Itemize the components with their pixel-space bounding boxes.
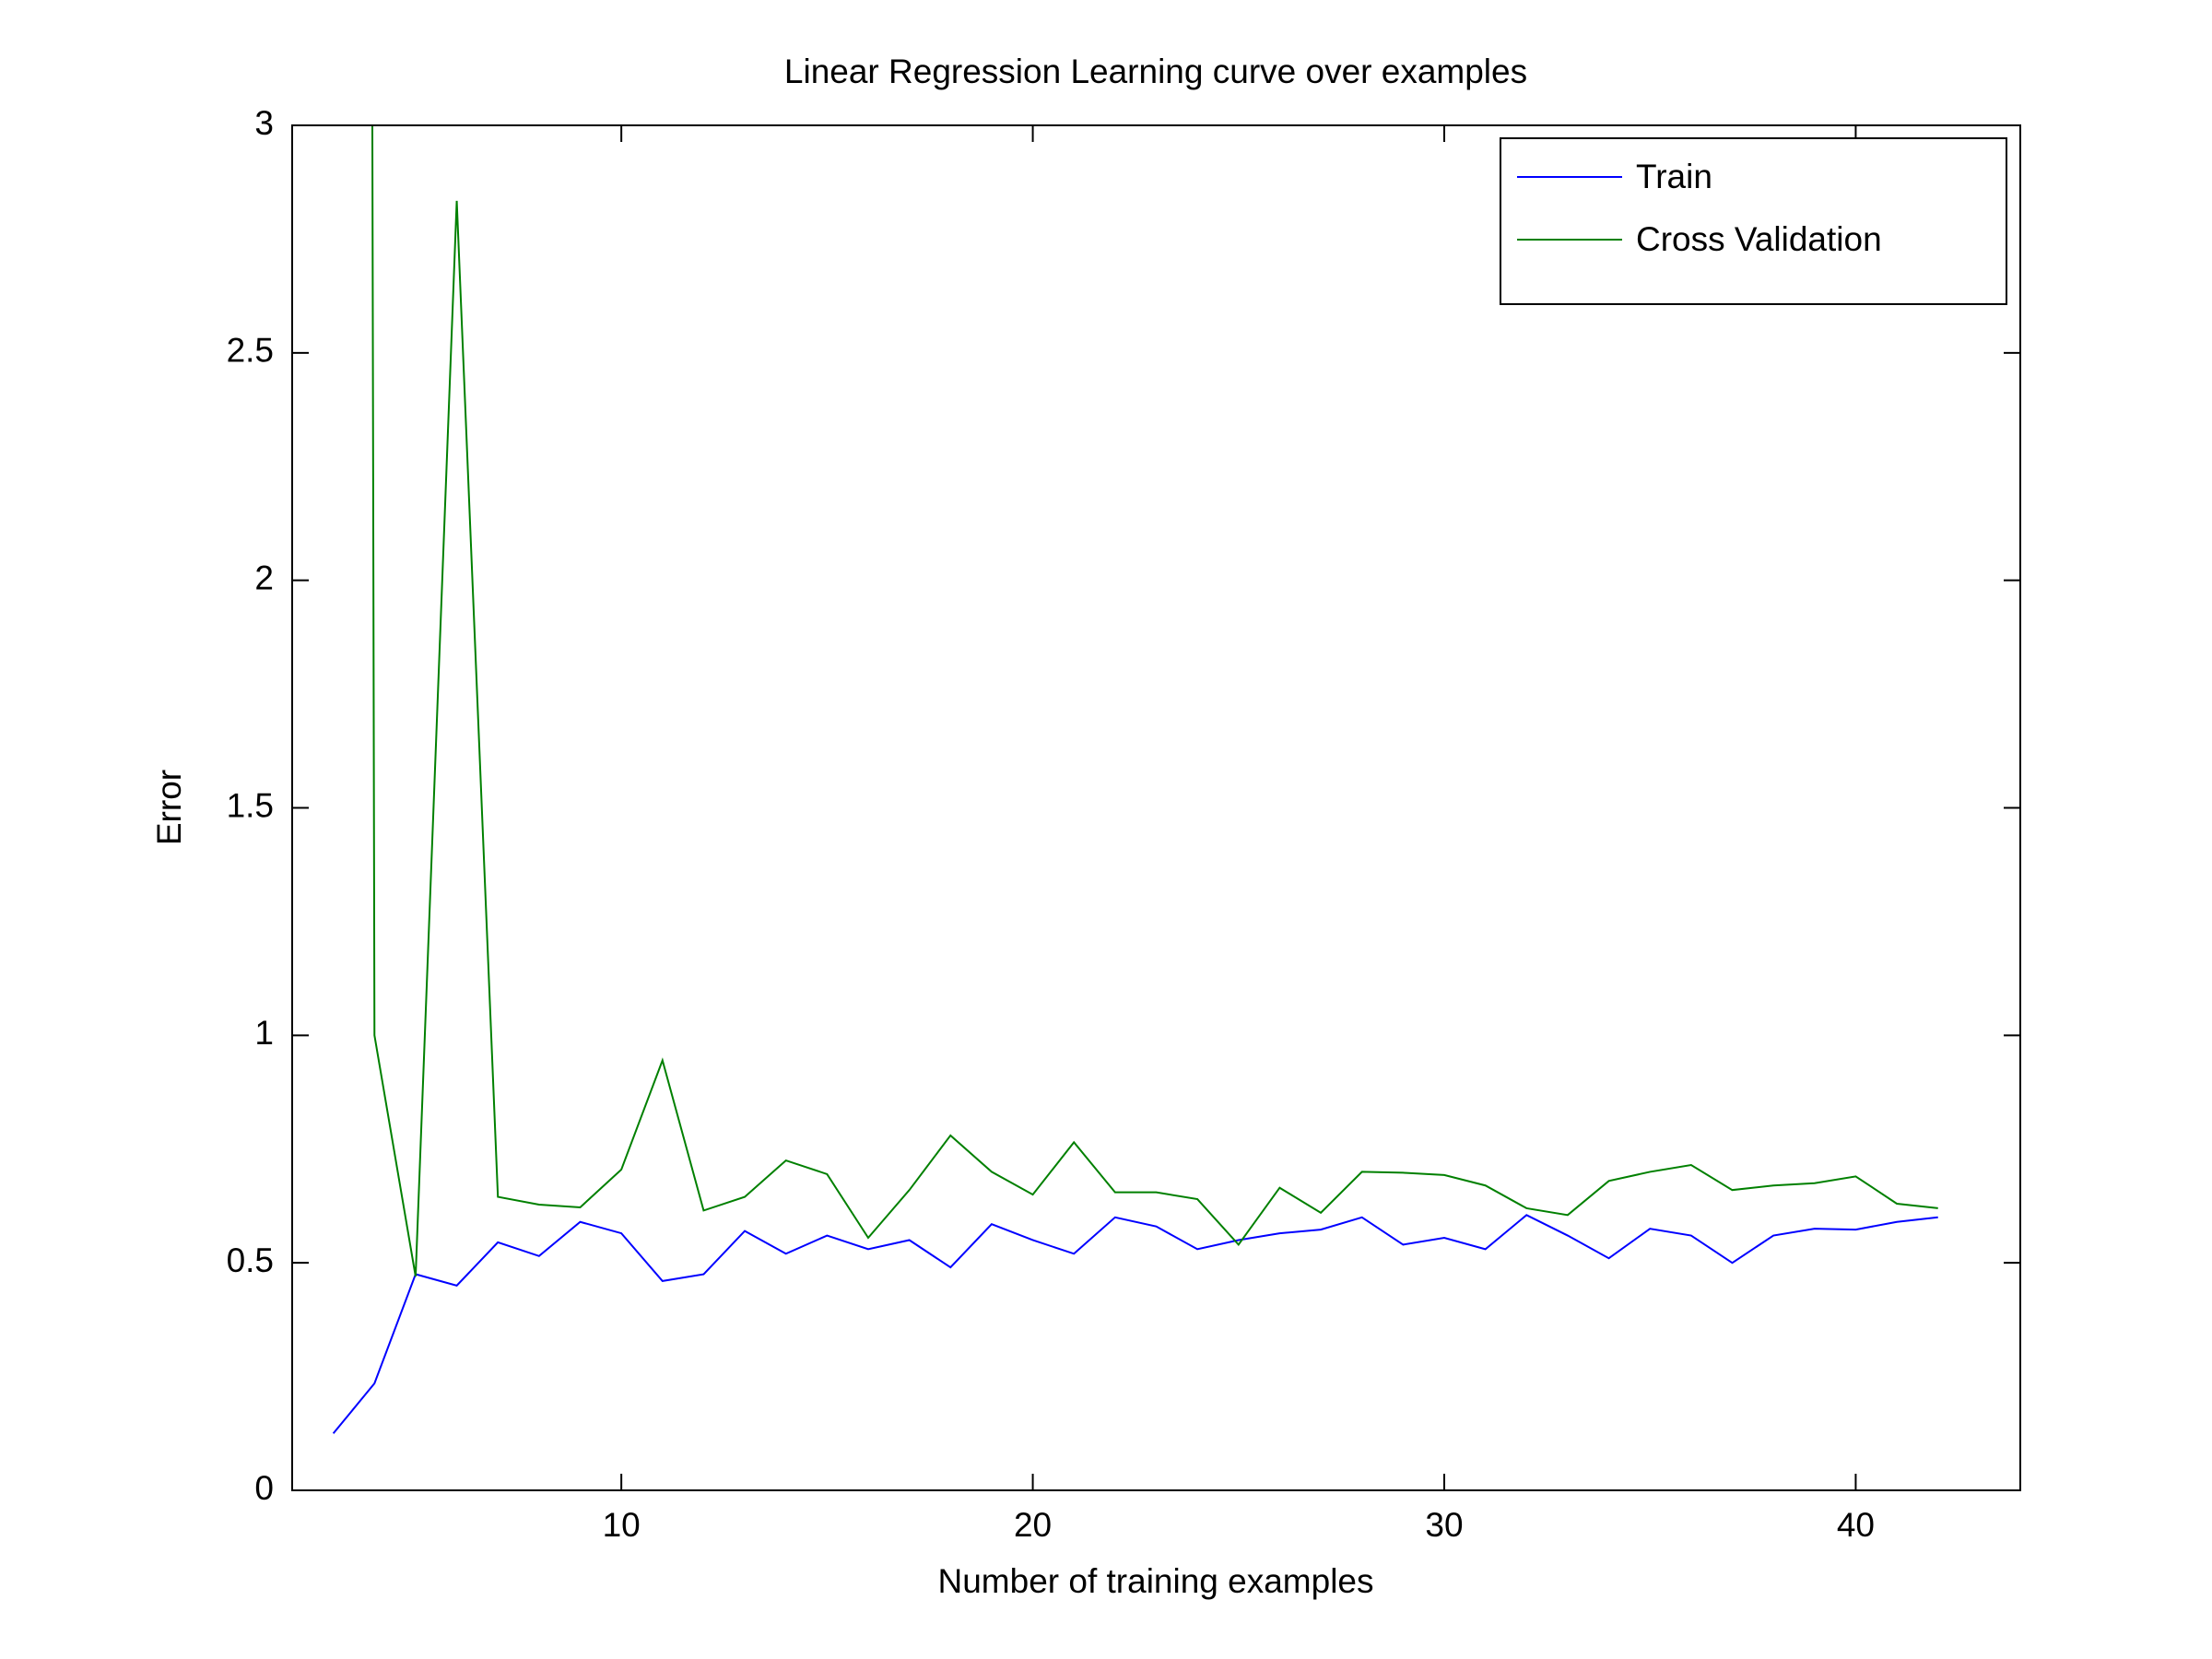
series-line: [371, 125, 1938, 1277]
legend-label: Cross Validation: [1636, 220, 1882, 258]
plot-area: [332, 125, 1938, 1434]
legend-box: [1500, 137, 2007, 305]
y-axis-label: Error: [150, 770, 188, 845]
y-tick-label: 0: [254, 1469, 274, 1507]
y-tick-label: 3: [254, 104, 274, 142]
x-tick-label: 20: [1014, 1506, 1052, 1544]
chart-title: Linear Regression Learning curve over ex…: [784, 53, 1527, 90]
legend-label: Train: [1636, 158, 1712, 195]
x-tick-label: 30: [1425, 1506, 1463, 1544]
y-tick-label: 2.5: [227, 332, 274, 370]
x-tick-label: 40: [1837, 1506, 1875, 1544]
y-tick-label: 1.5: [227, 786, 274, 824]
y-tick-label: 2: [254, 559, 274, 596]
x-axis-label: Number of training examples: [938, 1562, 1374, 1600]
y-tick-label: 1: [254, 1014, 274, 1052]
x-tick-label: 10: [603, 1506, 641, 1544]
y-tick-label: 0.5: [227, 1241, 274, 1279]
series-line: [332, 1214, 1938, 1434]
